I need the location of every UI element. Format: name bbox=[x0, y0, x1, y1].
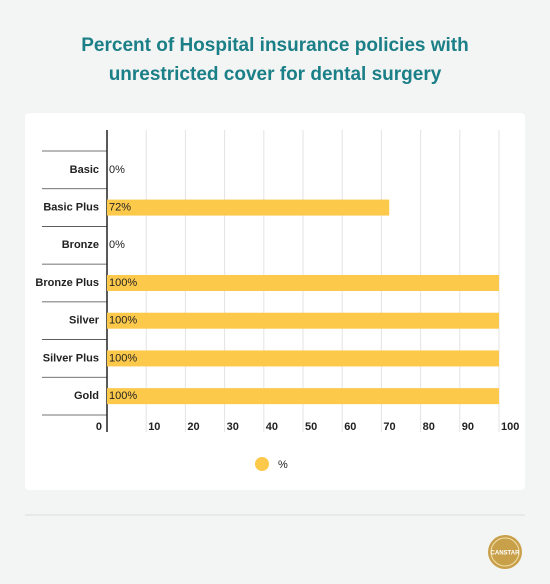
legend-marker bbox=[255, 457, 269, 471]
value-label: 100% bbox=[109, 352, 137, 364]
chart-title: Percent of Hospital insurance policies w… bbox=[81, 35, 468, 56]
value-label: 100% bbox=[109, 277, 137, 289]
legend-label: % bbox=[278, 459, 288, 471]
x-tick-label: 80 bbox=[423, 421, 435, 433]
value-label: 100% bbox=[109, 390, 137, 402]
logo-text: CANSTAR bbox=[491, 551, 521, 557]
value-label: 0% bbox=[109, 164, 125, 176]
y-tick-label: Gold bbox=[74, 390, 99, 402]
x-tick-label: 50 bbox=[305, 421, 317, 433]
x-tick-label: 30 bbox=[227, 421, 239, 433]
y-tick-label: Basic bbox=[70, 164, 99, 176]
y-tick-label: Bronze Plus bbox=[35, 277, 99, 289]
bar bbox=[107, 388, 499, 405]
x-tick-label: 90 bbox=[462, 421, 474, 433]
y-tick-label: Bronze bbox=[62, 239, 99, 251]
bar bbox=[107, 350, 499, 367]
bar bbox=[107, 275, 499, 291]
x-tick-label: 40 bbox=[266, 421, 278, 433]
x-tick-label: 10 bbox=[148, 421, 160, 433]
x-tick-label: 0 bbox=[96, 421, 102, 433]
y-tick-label: Basic Plus bbox=[43, 201, 99, 213]
chart-title: unrestricted cover for dental surgery bbox=[109, 64, 442, 85]
value-label: 72% bbox=[109, 201, 131, 213]
x-tick-label: 20 bbox=[187, 421, 199, 433]
y-tick-label: Silver Plus bbox=[43, 352, 99, 364]
y-tick-label: Silver bbox=[69, 315, 100, 327]
value-label: 100% bbox=[109, 315, 137, 327]
bar bbox=[107, 199, 390, 216]
x-tick-label: 100 bbox=[501, 421, 519, 433]
x-tick-label: 60 bbox=[344, 421, 356, 433]
value-label: 0% bbox=[109, 239, 125, 251]
x-tick-label: 70 bbox=[383, 421, 395, 433]
logo: CANSTAR bbox=[488, 535, 522, 569]
bar bbox=[107, 312, 499, 329]
